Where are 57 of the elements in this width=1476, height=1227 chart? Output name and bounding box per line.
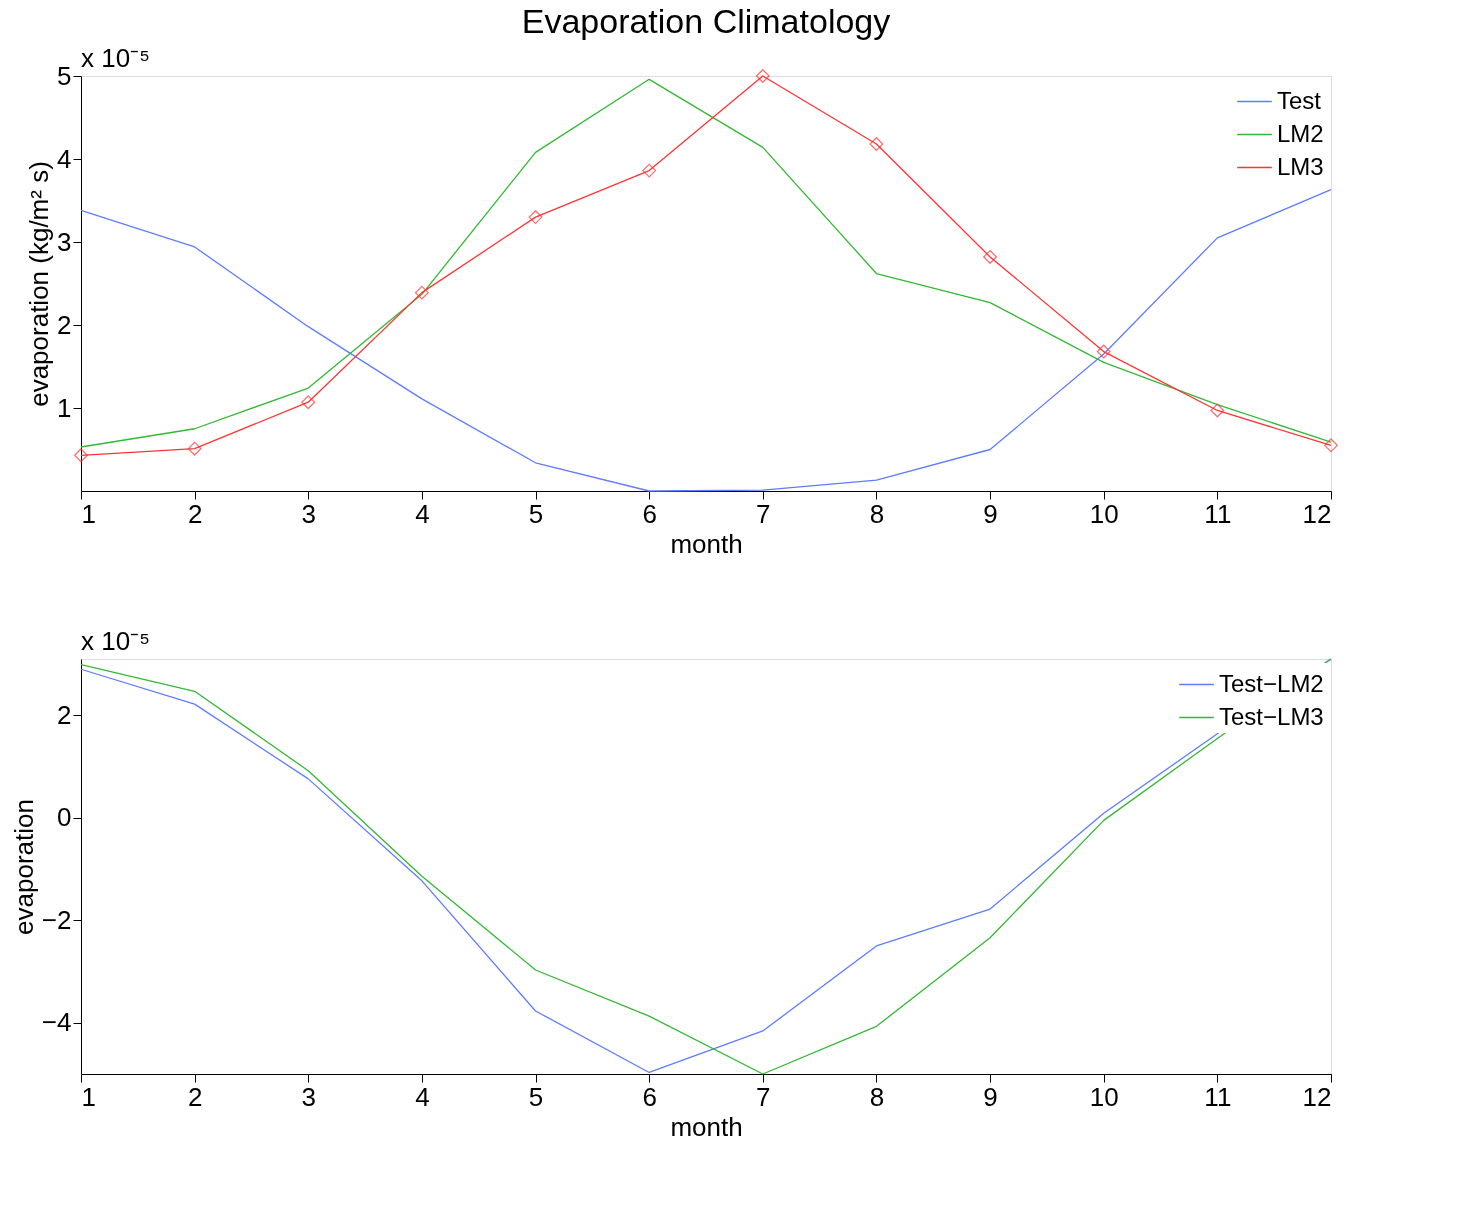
x-tick-label: 6 bbox=[642, 1081, 657, 1112]
point bbox=[301, 395, 316, 410]
y-tick-label: −4 bbox=[41, 1007, 72, 1038]
y-tick-label: −2 bbox=[41, 904, 72, 935]
point bbox=[528, 210, 543, 225]
x-tick-label: 11 bbox=[1204, 498, 1232, 529]
x-tick-label: 5 bbox=[528, 498, 544, 529]
legend-label: LM3 bbox=[1277, 152, 1324, 180]
point bbox=[1096, 344, 1111, 359]
x-tick-label: 4 bbox=[415, 1081, 430, 1112]
y-tick-label: 0 bbox=[57, 802, 72, 833]
y-axis-title: evaporation bbox=[8, 799, 39, 935]
x-tick-label: 8 bbox=[869, 498, 885, 529]
point bbox=[755, 69, 770, 83]
point bbox=[187, 441, 202, 456]
y-axis-title: evaporation (kg/m² s) bbox=[24, 161, 55, 407]
x-axis-title: month bbox=[670, 528, 743, 559]
x-tick-label: 8 bbox=[869, 1081, 885, 1112]
x-tick-label: 10 bbox=[1089, 498, 1119, 529]
x-tick-label: 1 bbox=[81, 498, 96, 529]
x-tick-label: 7 bbox=[756, 498, 771, 529]
y-tick-label: 2 bbox=[57, 699, 72, 730]
x-tick-label: 2 bbox=[187, 1081, 203, 1112]
x-tick-label: 7 bbox=[756, 1081, 771, 1112]
text: x 10⁻⁵ bbox=[81, 43, 150, 73]
point bbox=[869, 137, 884, 152]
x-tick-label: 3 bbox=[301, 1081, 317, 1112]
point bbox=[1324, 438, 1338, 453]
chart-title: Evaporation Climatology bbox=[521, 2, 891, 40]
x-tick-label: 9 bbox=[983, 498, 998, 529]
legend-label: Test bbox=[1277, 86, 1322, 114]
y-tick-label: 4 bbox=[57, 143, 72, 174]
point bbox=[414, 285, 429, 300]
y-tick-label: 2 bbox=[57, 309, 72, 340]
text: x 10⁻⁵ bbox=[81, 626, 150, 656]
legend-label: Test−LM3 bbox=[1219, 702, 1324, 730]
y-tick-label: 3 bbox=[57, 226, 72, 257]
x-tick-label: 2 bbox=[187, 498, 203, 529]
x-tick-label: 6 bbox=[642, 498, 657, 529]
x-tick-label: 10 bbox=[1089, 1081, 1119, 1112]
point bbox=[642, 163, 657, 178]
point bbox=[983, 249, 998, 264]
point bbox=[74, 448, 88, 463]
x-tick-label: 12 bbox=[1302, 498, 1332, 529]
legend-label: Test−LM2 bbox=[1219, 669, 1324, 697]
x-tick-label: 1 bbox=[81, 1081, 96, 1112]
x-axis-title: month bbox=[670, 1111, 743, 1142]
point bbox=[1210, 403, 1225, 418]
y-tick-label: 1 bbox=[57, 392, 72, 423]
x-tick-label: 5 bbox=[528, 1081, 544, 1112]
x-tick-label: 11 bbox=[1204, 1081, 1232, 1112]
legend-label: LM2 bbox=[1277, 119, 1324, 147]
y-tick-label: 5 bbox=[57, 60, 72, 91]
x-tick-label: 12 bbox=[1302, 1081, 1332, 1112]
x-tick-label: 4 bbox=[415, 498, 430, 529]
x-tick-label: 9 bbox=[983, 1081, 998, 1112]
x-tick-label: 3 bbox=[301, 498, 317, 529]
